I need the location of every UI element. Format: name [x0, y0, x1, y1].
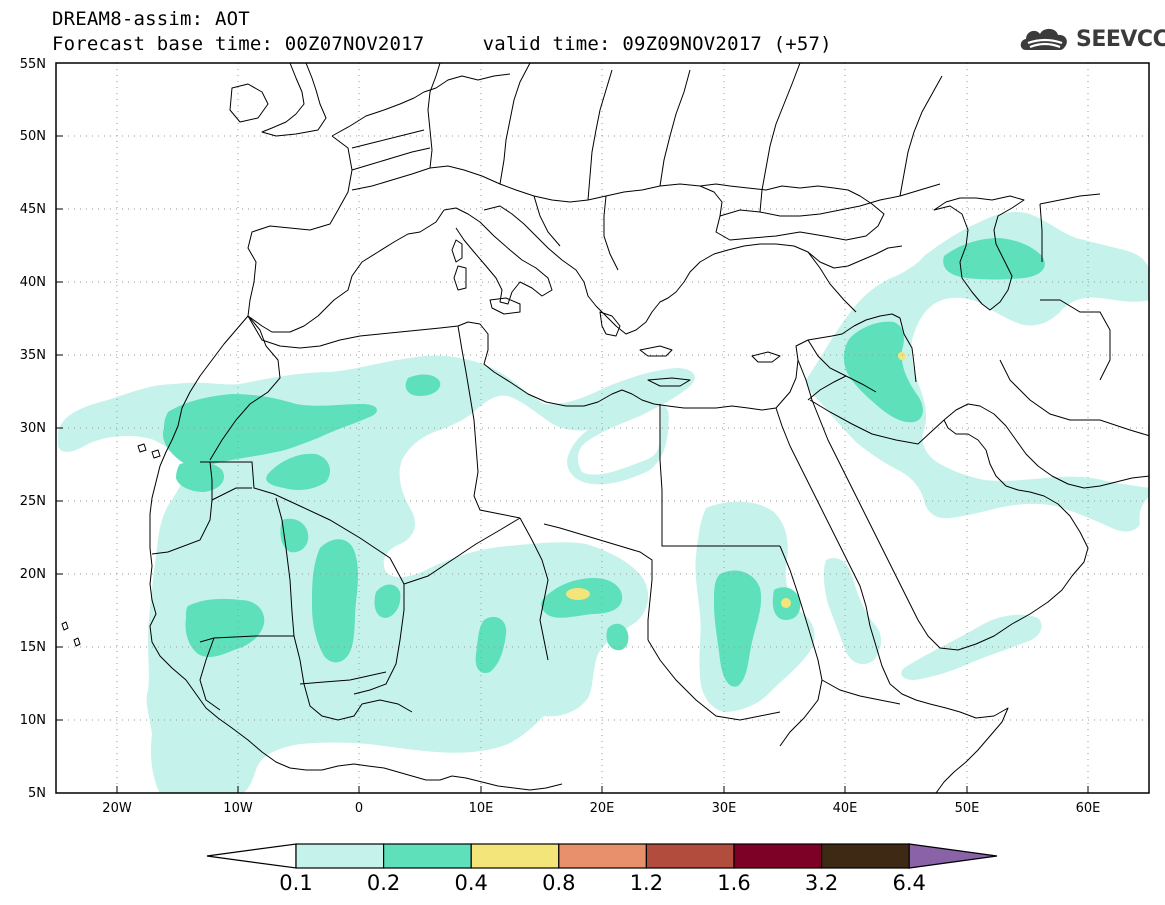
lat-label: 50N — [20, 129, 46, 144]
longitude-labels: 20W 10W 0 10E 20E 30E 40E 50E 60E — [102, 801, 1100, 816]
lat-lon-grid — [56, 63, 1149, 793]
country-borders — [151, 63, 1149, 747]
lon-label: 20E — [590, 801, 615, 816]
colorbar-label: 3.2 — [805, 871, 838, 895]
axis-ticks — [56, 135, 1089, 793]
lon-label: 30E — [712, 801, 737, 816]
colorbar-label: 1.6 — [717, 871, 750, 895]
coastlines — [61, 63, 1149, 793]
lon-label: 50E — [955, 801, 980, 816]
lat-label: 35N — [20, 348, 46, 363]
lat-label: 25N — [20, 494, 46, 509]
latitude-labels: 5N 10N 15N 20N 25N 30N 35N 40N 45N 50N 5… — [20, 57, 46, 801]
time-info: Forecast base time: 00Z07NOV2017 valid t… — [52, 33, 832, 55]
colorbar-segment — [645, 843, 735, 869]
aot-level-0.2 — [162, 238, 1045, 687]
lat-label: 55N — [20, 57, 46, 72]
colorbar-segment — [470, 843, 560, 869]
lon-label: 10E — [469, 801, 494, 816]
colorbar-segment — [206, 843, 297, 869]
lat-label: 15N — [20, 640, 46, 655]
lon-label: 60E — [1076, 801, 1101, 816]
colorbar-segment — [295, 843, 385, 869]
colorbar-label: 6.4 — [892, 871, 925, 895]
lat-label: 45N — [20, 202, 46, 217]
lat-label: 5N — [28, 786, 46, 801]
colorbar-segment — [558, 843, 647, 869]
lat-label: 30N — [20, 421, 46, 436]
lat-label: 20N — [20, 567, 46, 582]
lat-label: 10N — [20, 713, 46, 728]
seevccc-logo: SEEVCCC — [1018, 22, 1165, 56]
colorbar-label: 0.2 — [367, 871, 400, 895]
lon-label: 0 — [355, 801, 363, 816]
colorbar — [206, 843, 998, 869]
colorbar-label: 0.4 — [454, 871, 487, 895]
valid-time: valid time: 09Z09NOV2017 (+57) — [482, 33, 832, 55]
colorbar-labels: 0.1 0.2 0.4 0.8 1.2 1.6 3.2 6.4 — [279, 871, 926, 895]
colorbar-segment — [820, 843, 910, 869]
lat-label: 40N — [20, 275, 46, 290]
aot-level-0.1 — [58, 212, 1149, 793]
lon-label: 10W — [223, 801, 253, 816]
base-time: Forecast base time: 00Z07NOV2017 — [52, 33, 425, 55]
map-title: DREAM8-assim: AOT — [52, 8, 250, 30]
colorbar-label: 0.8 — [542, 871, 575, 895]
lon-label: 20W — [102, 801, 132, 816]
colorbar-label: 0.1 — [279, 871, 312, 895]
lon-label: 40E — [833, 801, 858, 816]
colorbar-segment — [733, 843, 823, 869]
colorbar-label: 1.2 — [630, 871, 663, 895]
colorbar-segment — [908, 843, 998, 869]
colorbar-segment — [383, 843, 472, 869]
aot-level-0.4 — [566, 352, 906, 608]
cloud-logo-icon — [1020, 28, 1067, 50]
logo-text: SEEVCCC — [1076, 26, 1165, 52]
